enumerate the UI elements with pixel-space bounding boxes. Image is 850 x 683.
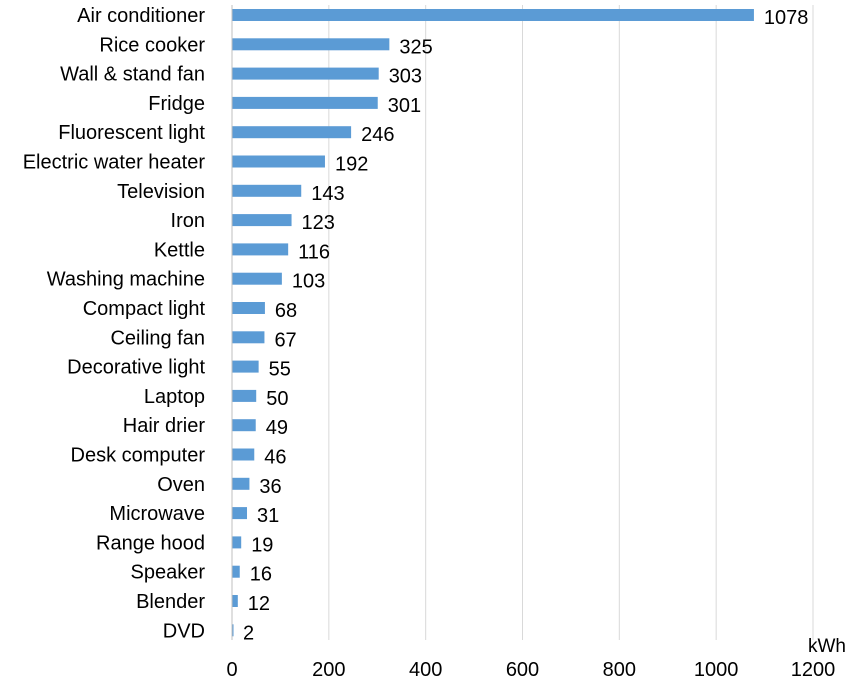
category-label: Microwave: [109, 503, 205, 525]
bar: [232, 126, 352, 139]
bar: [232, 536, 242, 549]
data-label: 2: [243, 622, 254, 644]
category-label: Fluorescent light: [58, 122, 205, 144]
gridlines: [328, 5, 814, 640]
data-labels: 1078325303301246192143123116103686755504…: [243, 7, 808, 644]
category-label: Washing machine: [47, 269, 205, 291]
bar: [232, 214, 292, 227]
data-label: 67: [274, 329, 296, 351]
bar: [232, 155, 325, 168]
data-label: 123: [302, 212, 335, 234]
bar: [232, 360, 259, 373]
unit-label: kWh: [808, 636, 846, 657]
bar: [232, 184, 302, 197]
bar: [232, 243, 289, 256]
x-tick-labels: 0 200 400 600 800 1000 1200: [226, 659, 835, 681]
category-label: Iron: [171, 210, 205, 232]
category-label: Electric water heater: [23, 152, 206, 174]
data-label: 303: [389, 66, 422, 88]
x-tick-label: 800: [603, 659, 636, 681]
data-label: 68: [275, 300, 297, 322]
data-label: 103: [292, 271, 325, 293]
category-label: Desk computer: [71, 445, 206, 467]
category-label: Decorative light: [67, 357, 205, 379]
category-label: Blender: [136, 591, 205, 613]
category-label: Hair drier: [123, 415, 206, 437]
data-label: 50: [266, 388, 288, 410]
bars: [232, 9, 754, 637]
bar: [232, 624, 234, 637]
category-label: Air conditioner: [77, 5, 205, 27]
x-tick-label: 0: [226, 659, 237, 681]
x-tick-label: 600: [506, 659, 539, 681]
x-tick-label: 400: [409, 659, 442, 681]
bar: [232, 331, 265, 344]
category-label: Compact light: [83, 298, 206, 320]
data-label: 19: [251, 534, 273, 556]
bar: [232, 595, 238, 607]
bar: [232, 38, 390, 51]
x-tick-label: 1000: [694, 659, 739, 681]
category-label: Laptop: [144, 386, 205, 408]
bar: [232, 9, 754, 21]
bar: [232, 272, 282, 285]
bar: [232, 67, 379, 80]
data-label: 325: [399, 36, 432, 58]
category-label: Ceiling fan: [110, 327, 205, 349]
data-label: 192: [335, 154, 368, 176]
x-tick-label: 200: [312, 659, 345, 681]
bar: [232, 302, 265, 314]
x-tick-label: 1200: [791, 659, 836, 681]
data-label: 31: [257, 505, 279, 527]
bar: [232, 565, 240, 578]
category-label: Rice cooker: [99, 34, 205, 56]
category-label: Fridge: [148, 93, 205, 115]
bar: [232, 507, 248, 520]
category-label: Wall & stand fan: [60, 64, 205, 86]
data-label: 246: [361, 124, 394, 146]
data-label: 1078: [764, 7, 809, 29]
bar: [232, 448, 255, 461]
bar: [232, 389, 257, 402]
category-label: Kettle: [154, 239, 205, 261]
category-label: Speaker: [131, 562, 206, 584]
bar: [232, 419, 256, 432]
data-label: 16: [250, 564, 272, 586]
data-label: 46: [264, 447, 286, 469]
category-label: DVD: [163, 620, 205, 642]
data-label: 55: [269, 359, 291, 381]
category-labels: Air conditioner Rice cooker Wall & stand f…: [23, 5, 206, 642]
bar: [232, 477, 250, 490]
category-label: Range hood: [96, 532, 205, 554]
category-label: Television: [117, 181, 205, 203]
data-label: 12: [248, 593, 270, 615]
category-label: Oven: [157, 474, 205, 496]
data-label: 49: [266, 417, 288, 439]
data-label: 116: [298, 241, 330, 263]
data-label: 143: [311, 183, 344, 205]
data-label: 36: [259, 476, 281, 498]
data-label: 301: [388, 95, 421, 117]
bar: [232, 96, 378, 109]
